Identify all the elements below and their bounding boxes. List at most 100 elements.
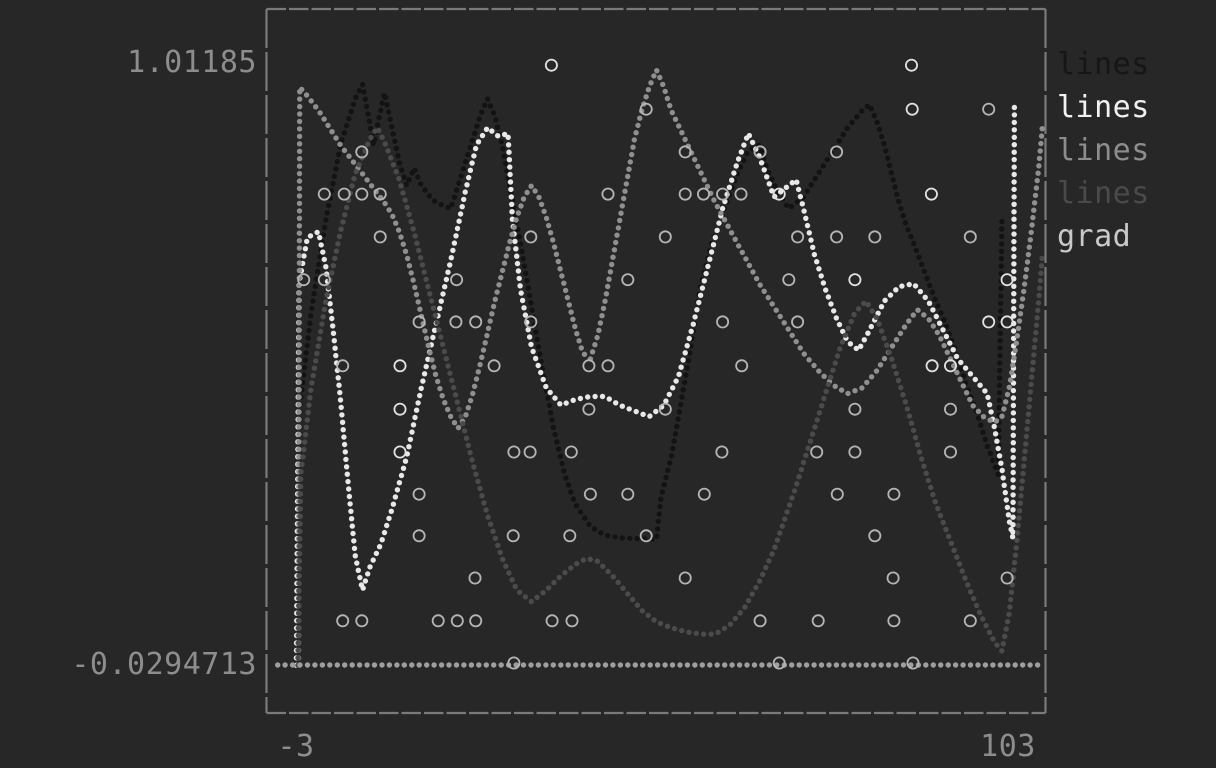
data-dot <box>332 345 338 351</box>
data-dot <box>877 362 884 368</box>
data-dot <box>333 166 339 172</box>
data-dot <box>766 558 772 564</box>
data-dot <box>777 313 783 320</box>
data-dot <box>430 305 437 311</box>
data-dot <box>534 594 540 600</box>
data-dot <box>688 328 694 334</box>
data-dot <box>322 299 329 305</box>
data-dot <box>885 662 892 668</box>
data-dot <box>516 234 522 240</box>
data-dot <box>296 424 302 430</box>
data-dot <box>657 74 663 81</box>
data-dot <box>570 496 577 502</box>
data-dot <box>772 183 778 189</box>
data-dot <box>296 141 303 147</box>
data-dot <box>312 283 318 290</box>
data-dot <box>341 130 348 136</box>
o-marker <box>1000 273 1014 287</box>
data-dot <box>412 233 418 239</box>
data-dot <box>994 642 1000 648</box>
data-dot <box>1023 433 1030 440</box>
data-dot <box>523 270 529 277</box>
data-dot <box>651 73 657 79</box>
data-dot <box>487 103 494 109</box>
data-dot <box>393 220 399 226</box>
data-dot <box>298 468 304 475</box>
data-dot <box>1010 362 1016 368</box>
data-dot <box>618 210 624 216</box>
data-dot <box>341 147 348 153</box>
data-dot <box>490 303 497 310</box>
data-dot <box>353 168 359 175</box>
data-dot <box>498 662 504 668</box>
data-dot <box>1021 456 1027 462</box>
o-marker <box>355 614 369 628</box>
data-dot <box>465 151 471 158</box>
data-dot <box>296 297 302 303</box>
data-dot <box>349 523 355 529</box>
data-dot <box>452 392 459 398</box>
o-marker <box>469 315 483 329</box>
data-dot <box>296 200 303 207</box>
data-dot <box>343 456 349 463</box>
data-dot <box>737 610 743 616</box>
data-dot <box>678 364 684 370</box>
data-dot <box>997 367 1003 374</box>
data-dot <box>296 446 302 452</box>
plot-legend: lines lines lines lines grad <box>1057 43 1150 258</box>
o-marker <box>830 145 844 159</box>
data-dot <box>997 662 1003 668</box>
data-dot <box>382 141 388 147</box>
data-dot <box>876 321 882 327</box>
data-dot <box>605 568 611 575</box>
o-marker <box>639 102 653 116</box>
data-dot <box>394 662 400 668</box>
data-dot <box>812 175 818 182</box>
data-dot <box>440 291 446 297</box>
data-dot <box>423 276 429 282</box>
data-dot <box>509 201 515 207</box>
data-dot <box>824 156 830 163</box>
data-dot <box>919 456 925 462</box>
data-dot <box>1036 155 1043 162</box>
data-dot <box>408 218 414 225</box>
data-dot <box>943 526 949 533</box>
data-dot <box>859 385 865 391</box>
data-dot <box>997 338 1003 344</box>
data-dot <box>992 431 999 437</box>
data-dot <box>275 662 281 668</box>
data-dot <box>458 413 464 420</box>
data-dot <box>330 180 336 187</box>
data-dot <box>538 358 544 365</box>
data-dot <box>304 417 310 423</box>
data-dot <box>1010 402 1017 409</box>
data-dot <box>756 578 763 584</box>
data-dot <box>506 157 513 163</box>
data-dot <box>359 171 366 177</box>
data-dot <box>1010 432 1016 438</box>
data-dot <box>826 662 832 668</box>
data-dot <box>341 434 347 440</box>
data-dot <box>432 371 439 377</box>
data-dot <box>692 314 698 320</box>
data-dot <box>468 662 475 668</box>
o-marker <box>412 315 426 329</box>
data-dot <box>500 556 506 563</box>
data-dot <box>789 180 795 186</box>
data-dot <box>448 255 454 261</box>
data-dot <box>461 428 468 434</box>
data-dot <box>967 396 973 403</box>
data-dot <box>509 231 515 238</box>
data-dot <box>996 382 1003 389</box>
data-dot <box>997 345 1003 351</box>
data-dot <box>489 128 495 134</box>
o-marker <box>830 230 844 244</box>
data-dot <box>1035 170 1041 176</box>
o-marker <box>355 187 369 201</box>
data-dot <box>901 324 908 330</box>
data-dot <box>801 351 807 357</box>
data-dot <box>828 374 834 380</box>
data-dot <box>1011 171 1017 178</box>
data-dot <box>881 141 887 147</box>
data-dot <box>522 594 529 600</box>
